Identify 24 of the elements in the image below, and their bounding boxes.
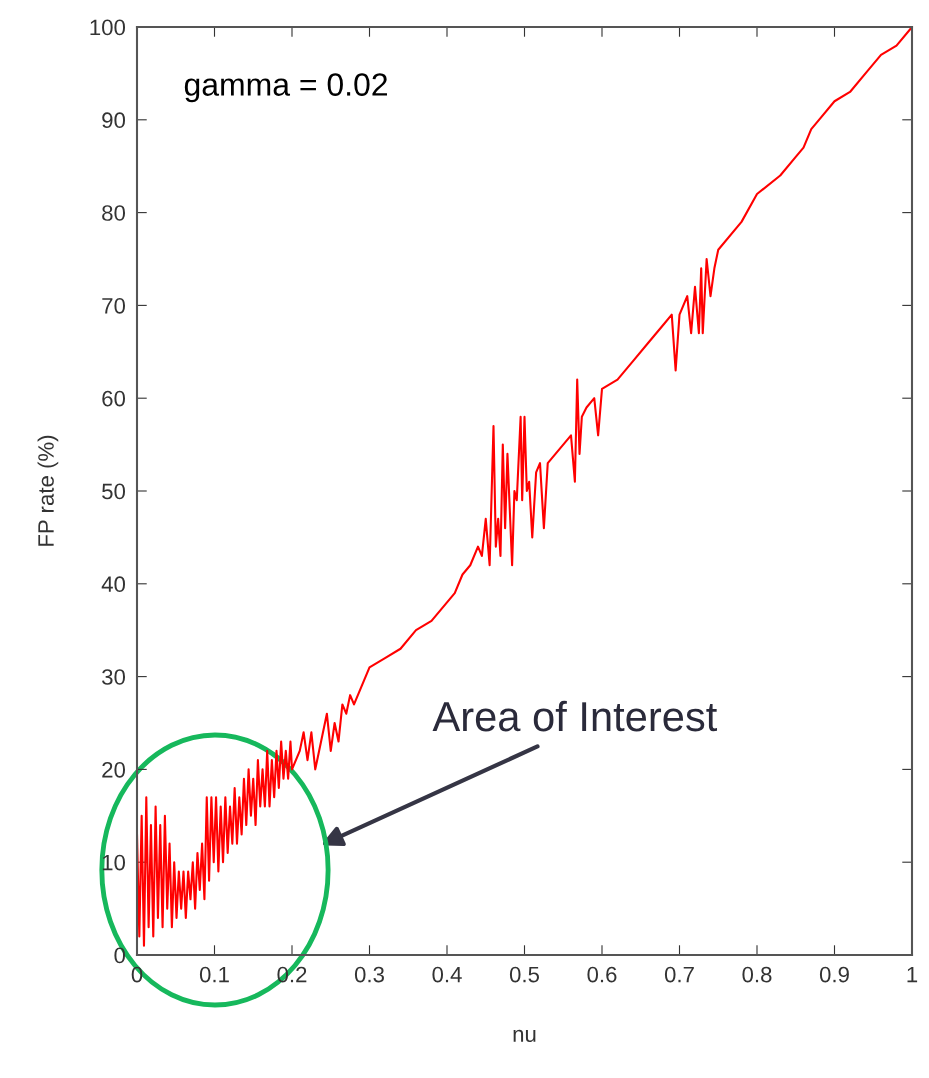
x-tick-label: 0.1 [199, 966, 229, 983]
x-tick-label: 0 [131, 966, 143, 983]
x-tick-label: 0.4 [432, 966, 462, 983]
x-tick-label: 0.3 [354, 966, 384, 983]
x-axis-title: nu [513, 1029, 536, 1043]
y-tick-label: 100 [90, 19, 126, 36]
x-tick-label: 0.7 [664, 966, 694, 983]
y-axis-title: FP rate (%) [37, 435, 59, 546]
annotation: gamma = 0.02 [184, 73, 387, 103]
annotation: Area of Interest [432, 700, 718, 732]
y-tick-label: 90 [102, 112, 126, 129]
x-tick-label: 0.5 [509, 966, 540, 983]
y-tick-label: 70 [102, 297, 126, 314]
y-tick-label: 50 [102, 483, 126, 500]
x-tick-label: 0.6 [587, 966, 617, 983]
x-tick-label: 1 [907, 966, 918, 983]
y-tick-label: 40 [101, 576, 126, 593]
x-tick-label: 0.8 [742, 966, 772, 983]
y-tick-label: 20 [102, 761, 126, 778]
y-tick-label: 30 [102, 669, 126, 685]
y-tick-label: 60 [102, 390, 126, 407]
y-tick-label: 80 [102, 205, 126, 221]
x-tick-label: 0.9 [819, 966, 849, 983]
y-tick-label: 0 [114, 947, 126, 964]
